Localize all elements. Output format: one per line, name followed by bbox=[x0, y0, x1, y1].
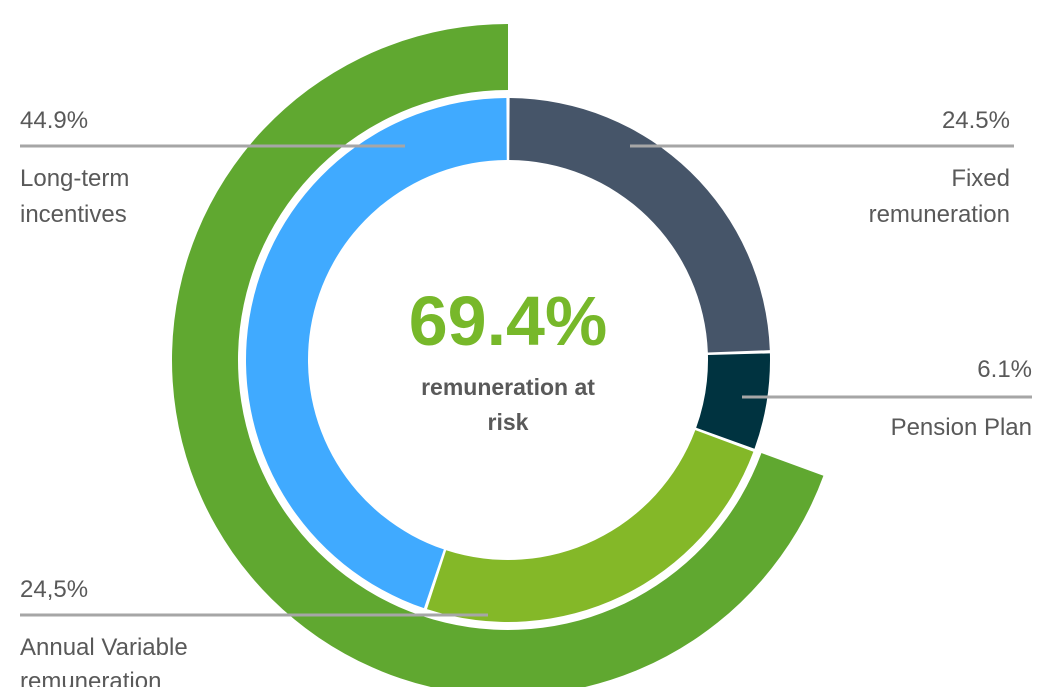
label-long-term-line2: incentives bbox=[20, 201, 127, 228]
label-fixed-line2: remuneration bbox=[869, 201, 1010, 228]
slice-fixed-remuneration bbox=[509, 98, 770, 353]
label-percent-pension: 6.1% bbox=[977, 356, 1032, 383]
label-percent-fixed: 24.5% bbox=[942, 107, 1010, 134]
center-label-line2: risk bbox=[488, 409, 529, 435]
label-fixed-line1: Fixed bbox=[951, 165, 1010, 192]
label-long-term-line1: Long-term bbox=[20, 165, 129, 192]
slice-pension-plan bbox=[696, 353, 770, 449]
label-percent-long-term: 44.9% bbox=[20, 107, 88, 134]
center-label-line1: remuneration at bbox=[421, 374, 595, 400]
label-pension-line1: Pension Plan bbox=[891, 414, 1032, 441]
slice-annual-variable bbox=[426, 430, 754, 622]
label-percent-annual: 24,5% bbox=[20, 576, 88, 603]
center-value: 69.4% bbox=[409, 282, 607, 360]
label-annual-line2: remuneration bbox=[20, 668, 161, 687]
slice-long-term-incentives bbox=[246, 98, 507, 609]
label-annual-line1: Annual Variable bbox=[20, 634, 188, 661]
